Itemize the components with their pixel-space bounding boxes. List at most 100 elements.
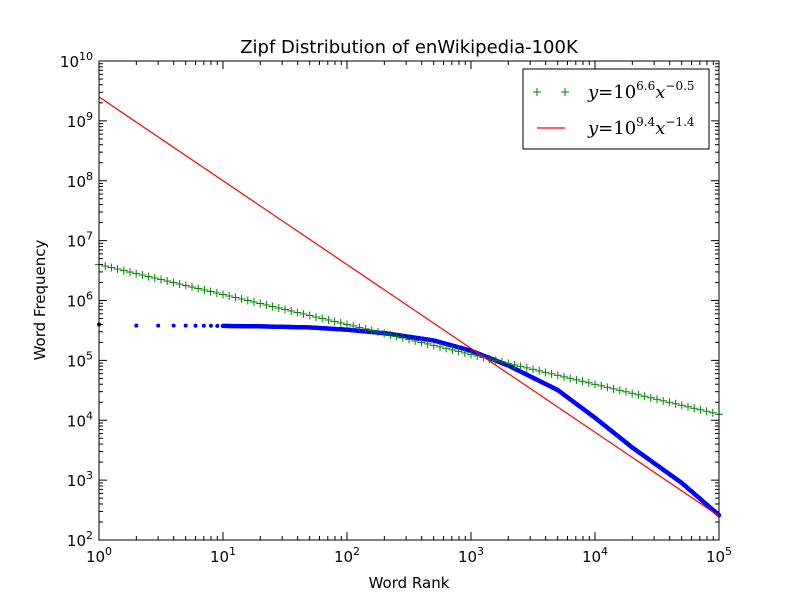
fit-point [498,357,506,366]
ticks-layer: 100 101 102 103 104 105 102 103 104 105 106 107 108 1… [60,50,732,566]
data-point [134,323,139,328]
fit-point [243,296,252,305]
legend-2-coef: 9.4 [636,115,655,129]
y-tick-label: 109 [67,110,93,131]
legend-1-coef: 6.6 [636,79,655,93]
fit-point [423,339,432,348]
fit-point [578,377,587,386]
legend-entry-power-fit-1: y=106.6x−0.5 [533,79,695,103]
fit-point [646,393,655,402]
legend-label-power-fit-2: y=109.4x−1.4 [587,115,695,139]
x-tick-label: 104 [582,545,608,566]
fit-point [219,290,227,299]
legend-2-y: y [587,118,599,139]
y-tick-label: 107 [67,230,93,251]
fit-point [553,371,562,380]
fit-series-line [98,96,720,517]
fit-point [200,286,209,295]
fit-point [312,312,320,321]
fit-point [690,404,699,413]
legend-2-exp: −1.4 [665,115,695,129]
x-tick-label: 102 [334,545,360,566]
fit-series-plus [95,260,723,419]
fit-point [349,321,358,330]
fit-point [324,315,333,324]
fit-point [448,345,457,354]
fit-point [305,311,314,320]
fit-point [454,347,463,356]
x-tick-label: 100 [86,545,112,566]
y-tick-label: 102 [67,529,93,550]
legend-plus-marker [533,88,541,96]
fit-point [572,375,581,384]
fit-point [231,293,240,302]
legend-label-power-fit-1: y=106.6x−0.5 [587,79,695,103]
fit-point [194,284,203,293]
fit-point [119,266,128,275]
fit-point [268,302,277,311]
fit-point [665,398,674,407]
data-point [208,323,213,328]
fit-point [671,399,680,408]
fit-point [126,268,134,277]
fit-point [696,405,705,414]
y-axis-label: Word Frequency [31,239,49,360]
fit-point [392,332,401,341]
fit-point [175,280,184,289]
fit-point [405,335,413,344]
fit-point [330,317,339,326]
fit-point [460,348,469,357]
fit-point [256,299,265,308]
fit-point [442,344,451,353]
chart-title: Zipf Distribution of enWikipedia-100K [240,37,579,58]
y-tick-label: 103 [67,469,93,490]
fit-point [206,287,215,296]
data-point [183,323,188,328]
fit-point [274,303,283,312]
fit-point [380,329,389,338]
fit-point [411,336,420,345]
data-point [215,323,220,328]
fit-point [547,369,556,378]
fit-point [634,390,643,399]
fit-point [560,372,568,381]
fit-point [237,295,246,304]
y-tick-label: 105 [67,349,93,370]
plot-frame [98,60,720,541]
fit-point [591,380,599,389]
fit-point [361,324,370,333]
fit-point [169,278,178,287]
x-tick-label: 105 [706,545,732,566]
fit-point [566,374,575,383]
y-tick-label: 108 [67,170,93,191]
legend: y=106.6x−0.5 y=109.4x−1.4 [522,68,710,150]
fit-point [597,381,606,390]
fit-point [702,407,711,416]
y-tick-label: 104 [67,409,93,430]
fit-point [622,387,630,396]
fit-point [281,305,289,314]
fit-point [343,320,351,329]
y-tick-label: 106 [67,290,93,311]
fit-point [417,338,426,347]
fit-point [101,262,110,271]
fit-point [628,389,637,398]
fit-point [318,314,327,323]
fit-point [529,365,537,374]
fit-point [603,383,612,392]
fit-point [113,265,122,274]
fit-point [436,342,444,351]
fit-point [684,402,692,411]
y-tick-label: 1010 [60,50,93,71]
legend-2-eq: =10 [598,118,636,139]
fit-point [293,308,302,317]
legend-box [522,68,710,150]
fit-point [250,297,258,306]
data-point [171,323,176,328]
legend-plus-marker [561,88,569,96]
fit-point [212,289,221,298]
fit-point [708,408,717,417]
fit-point [640,392,649,401]
fit-point [510,360,519,369]
